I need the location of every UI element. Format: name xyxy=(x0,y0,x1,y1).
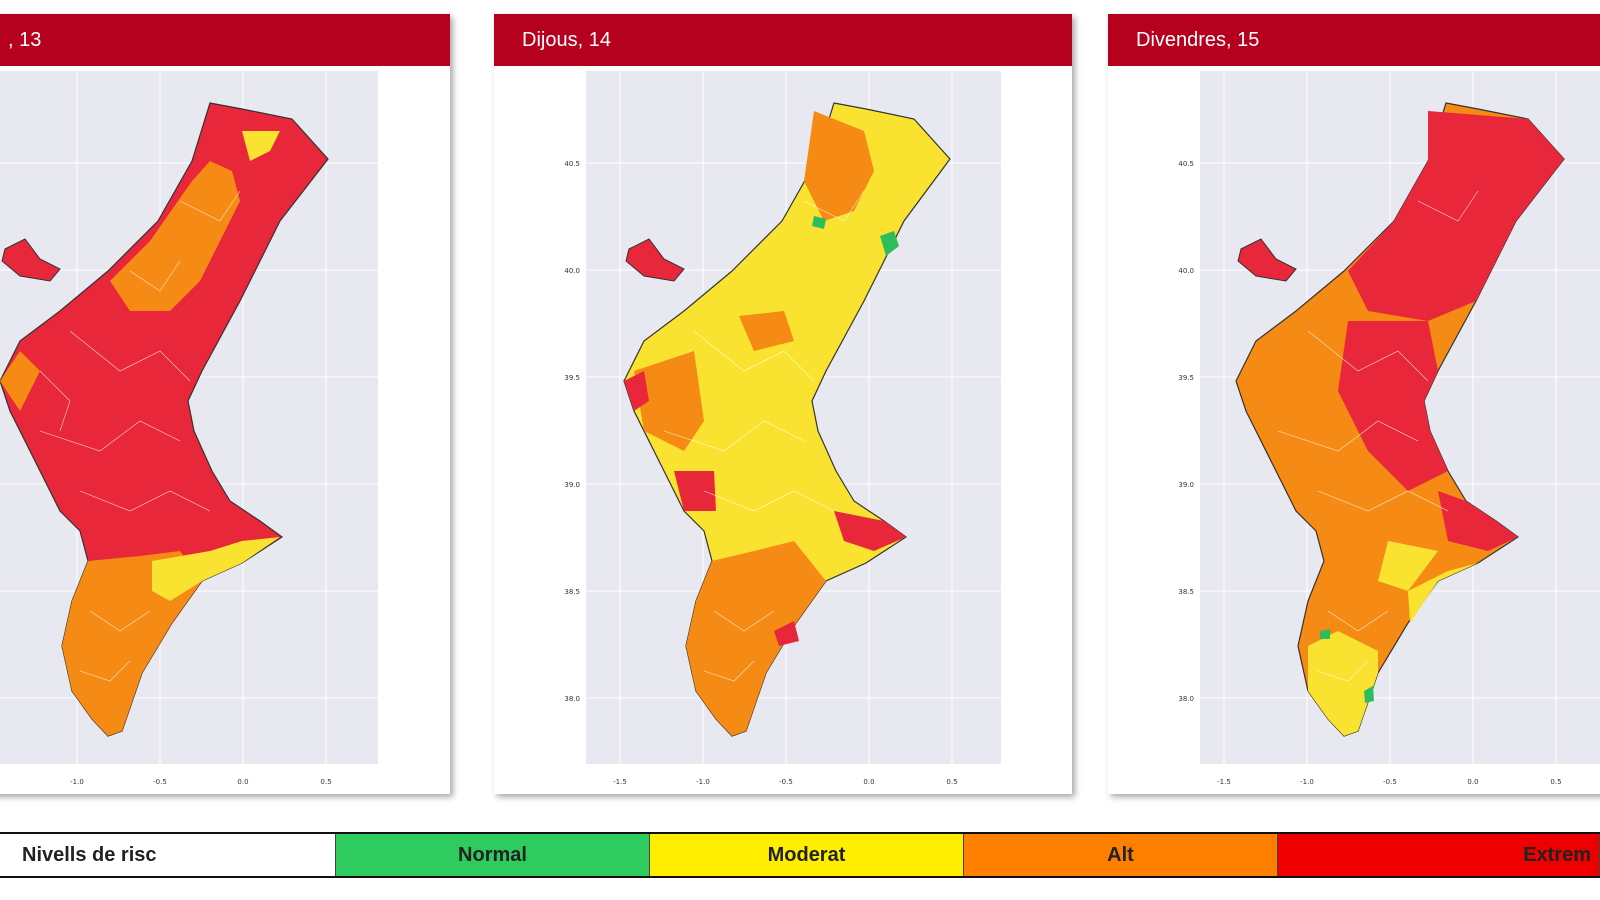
panel-title-2: Dijous, 14 xyxy=(494,14,1072,66)
legend-level-extrem: Extrem xyxy=(1278,834,1600,876)
panel-title-3: Divendres, 15 xyxy=(1108,14,1600,66)
legend-level-alt: Alt xyxy=(964,834,1278,876)
legend-level-moderat: Moderat xyxy=(650,834,964,876)
x-tick-label: -0.5 xyxy=(779,778,793,786)
x-tick-label: -0.5 xyxy=(1383,778,1397,786)
x-tick-label: 0.0 xyxy=(863,778,874,786)
x-tick-label: 0.0 xyxy=(1467,778,1478,786)
x-tick-label: 0.5 xyxy=(1550,778,1561,786)
y-tick-label: 40.0 xyxy=(1178,267,1194,275)
x-tick-label: -1.0 xyxy=(1300,778,1314,786)
x-tick-label: -0.5 xyxy=(153,778,167,786)
x-axis-ticks-2: -1.5 -1.0 -0.5 0.0 0.5 xyxy=(613,778,957,786)
y-tick-label: 39.5 xyxy=(564,374,580,382)
legend-level-normal: Normal xyxy=(336,834,650,876)
y-tick-label: 40.5 xyxy=(564,160,580,168)
x-tick-label: 0.5 xyxy=(320,778,331,786)
x-axis-ticks-1: -1.0 -0.5 0.0 0.5 xyxy=(70,778,331,786)
y-tick-label: 39.0 xyxy=(1178,481,1194,489)
x-tick-label: 0.5 xyxy=(946,778,957,786)
y-tick-label: 38.5 xyxy=(564,588,580,596)
y-axis-ticks-3: 40.5 40.0 39.5 39.0 38.5 38.0 xyxy=(1178,160,1194,703)
risk-map-2: 40.5 40.0 39.5 39.0 38.5 38.0 -1.5 -1.0 … xyxy=(564,71,1001,786)
legend-title: Nivells de risc xyxy=(0,834,336,876)
map-panel-1: , 13 xyxy=(0,14,450,794)
map-panel-2: Dijous, 14 xyxy=(494,14,1072,794)
y-tick-label: 39.5 xyxy=(1178,374,1194,382)
map-area-3: 40.5 40.0 39.5 39.0 38.5 38.0 -1.5 -1.0 … xyxy=(1108,71,1600,791)
panel-title-1: , 13 xyxy=(0,14,450,66)
y-axis-ticks-2: 40.5 40.0 39.5 39.0 38.5 38.0 xyxy=(564,160,580,703)
map-area-1: -1.0 -0.5 0.0 0.5 xyxy=(0,71,450,791)
x-tick-label: -1.5 xyxy=(1217,778,1231,786)
region-shape-1 xyxy=(0,102,329,737)
map-area-2: 40.5 40.0 39.5 39.0 38.5 38.0 -1.5 -1.0 … xyxy=(494,71,1072,791)
region-shape-3 xyxy=(1235,102,1565,737)
x-tick-label: -1.0 xyxy=(696,778,710,786)
y-tick-label: 40.0 xyxy=(564,267,580,275)
x-tick-label: 0.0 xyxy=(237,778,248,786)
y-tick-label: 39.0 xyxy=(564,481,580,489)
region-shape-2 xyxy=(623,102,951,737)
x-tick-label: -1.5 xyxy=(613,778,627,786)
risk-map-1: -1.0 -0.5 0.0 0.5 xyxy=(0,71,378,786)
x-axis-ticks-3: -1.5 -1.0 -0.5 0.0 0.5 xyxy=(1217,778,1561,786)
x-tick-label: -1.0 xyxy=(70,778,84,786)
risk-legend: Nivells de risc Normal Moderat Alt Extre… xyxy=(0,832,1600,878)
y-tick-label: 38.0 xyxy=(1178,695,1194,703)
y-tick-label: 40.5 xyxy=(1178,160,1194,168)
y-tick-label: 38.0 xyxy=(564,695,580,703)
map-panel-3: Divendres, 15 xyxy=(1108,14,1600,794)
risk-map-3: 40.5 40.0 39.5 39.0 38.5 38.0 -1.5 -1.0 … xyxy=(1178,71,1600,786)
y-tick-label: 38.5 xyxy=(1178,588,1194,596)
